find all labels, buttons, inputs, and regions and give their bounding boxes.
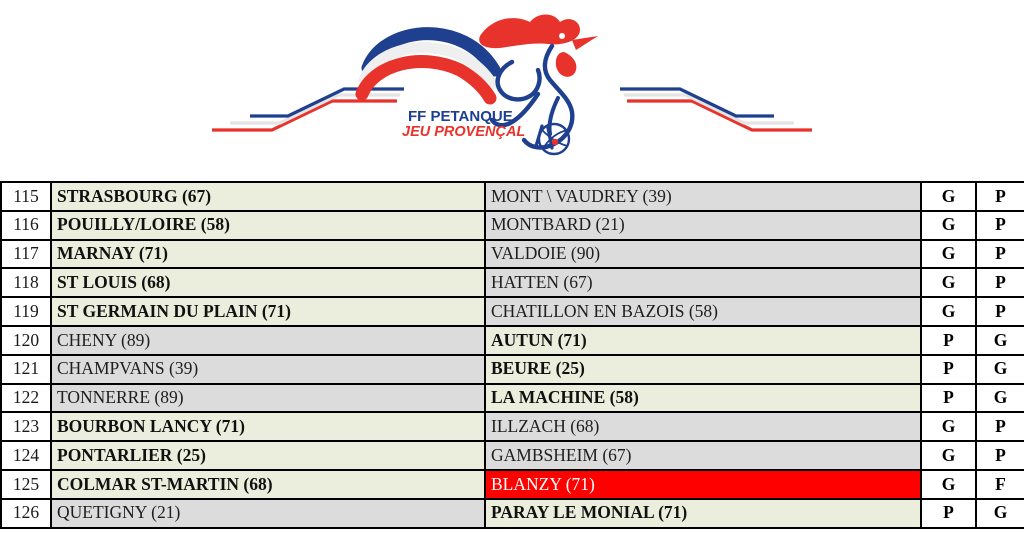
team-home-cell: ST LOUIS (68) [50, 267, 486, 299]
result-home-cell: G [920, 296, 977, 327]
table-row: 120 CHENY (89) AUTUN (71) P G [0, 324, 1024, 356]
team-away-cell: LA MACHINE (58) [484, 382, 922, 414]
result-home-cell: G [920, 440, 977, 471]
match-number-cell: 121 [0, 353, 52, 385]
table-row: 121 CHAMPVANS (39) BEURE (25) P G [0, 353, 1024, 385]
result-away-cell: G [975, 324, 1024, 356]
team-away-cell: AUTUN (71) [484, 324, 922, 356]
result-home-cell: G [920, 468, 977, 500]
logo-text-line1: FF PETANQUE [408, 108, 513, 125]
table-row: 118 ST LOUIS (68) HATTEN (67) G P [0, 267, 1024, 299]
match-number-cell: 119 [0, 296, 52, 327]
match-number-cell: 123 [0, 411, 52, 443]
logo-text-line2: JEU PROVENÇAL [402, 124, 525, 140]
result-home-cell: G [920, 267, 977, 299]
team-away-cell: BLANZY (71) [484, 468, 922, 500]
table-row: 115 STRASBOURG (67) MONT \ VAUDREY (39) G P [0, 181, 1024, 212]
match-number-cell: 122 [0, 382, 52, 414]
result-home-cell: G [920, 181, 977, 212]
match-number-cell: 116 [0, 209, 52, 241]
team-away-cell: MONTBARD (21) [484, 209, 922, 241]
result-away-cell: P [975, 267, 1024, 299]
team-home-cell: QUETIGNY (21) [50, 497, 486, 529]
result-away-cell: G [975, 497, 1024, 529]
team-away-cell: CHATILLON EN BAZOIS (58) [484, 296, 922, 327]
table-row: 117 MARNAY (71) VALDOIE (90) G P [0, 238, 1024, 270]
result-home-cell: P [920, 497, 977, 529]
team-away-cell: BEURE (25) [484, 353, 922, 385]
match-number-cell: 117 [0, 238, 52, 270]
match-number-cell: 118 [0, 267, 52, 299]
result-away-cell: P [975, 296, 1024, 327]
team-home-cell: CHAMPVANS (39) [50, 353, 486, 385]
team-home-cell: COLMAR ST-MARTIN (68) [50, 468, 486, 500]
team-home-cell: BOURBON LANCY (71) [50, 411, 486, 443]
team-away-cell: PARAY LE MONIAL (71) [484, 497, 922, 529]
result-home-cell: G [920, 238, 977, 270]
team-away-cell: VALDOIE (90) [484, 238, 922, 270]
team-home-cell: MARNAY (71) [50, 238, 486, 270]
result-home-cell: G [920, 411, 977, 443]
match-number-cell: 125 [0, 468, 52, 500]
result-away-cell: F [975, 468, 1024, 500]
team-home-cell: CHENY (89) [50, 324, 486, 356]
table-row: 125 COLMAR ST-MARTIN (68) BLANZY (71) G F [0, 468, 1024, 500]
result-home-cell: P [920, 324, 977, 356]
team-away-cell: GAMBSHEIM (67) [484, 440, 922, 471]
table-row: 123 BOURBON LANCY (71) ILLZACH (68) G P [0, 411, 1024, 443]
team-home-cell: POUILLY/LOIRE (58) [50, 209, 486, 241]
result-home-cell: G [920, 209, 977, 241]
team-away-cell: ILLZACH (68) [484, 411, 922, 443]
result-away-cell: P [975, 181, 1024, 212]
team-home-cell: TONNERRE (89) [50, 382, 486, 414]
team-home-cell: ST GERMAIN DU PLAIN (71) [50, 296, 486, 327]
match-number-cell: 115 [0, 181, 52, 212]
result-away-cell: G [975, 382, 1024, 414]
match-number-cell: 120 [0, 324, 52, 356]
ff-petanque-logo-icon: FF PETANQUE JEU PROVENÇAL [212, 6, 812, 156]
result-away-cell: P [975, 440, 1024, 471]
result-away-cell: P [975, 209, 1024, 241]
match-results-body: 115 STRASBOURG (67) MONT \ VAUDREY (39) G P 1… [0, 181, 1024, 529]
logo-header: FF PETANQUE JEU PROVENÇAL [0, 0, 1024, 178]
match-number-cell: 124 [0, 440, 52, 471]
match-number-cell: 126 [0, 497, 52, 529]
result-away-cell: P [975, 238, 1024, 270]
table-row: 126 QUETIGNY (21) PARAY LE MONIAL (71) P G [0, 497, 1024, 529]
team-away-cell: MONT \ VAUDREY (39) [484, 181, 922, 212]
team-home-cell: STRASBOURG (67) [50, 181, 486, 212]
result-home-cell: P [920, 382, 977, 414]
table-row: 124 PONTARLIER (25) GAMBSHEIM (67) G P [0, 440, 1024, 471]
table-row: 116 POUILLY/LOIRE (58) MONTBARD (21) G P [0, 209, 1024, 241]
team-home-cell: PONTARLIER (25) [50, 440, 486, 471]
table-row: 122 TONNERRE (89) LA MACHINE (58) P G [0, 382, 1024, 414]
table-row: 119 ST GERMAIN DU PLAIN (71) CHATILLON EN … [0, 296, 1024, 327]
team-away-cell: HATTEN (67) [484, 267, 922, 299]
result-away-cell: P [975, 411, 1024, 443]
result-away-cell: G [975, 353, 1024, 385]
result-home-cell: P [920, 353, 977, 385]
match-results-table: 115 STRASBOURG (67) MONT \ VAUDREY (39) G P 1… [0, 181, 1024, 529]
